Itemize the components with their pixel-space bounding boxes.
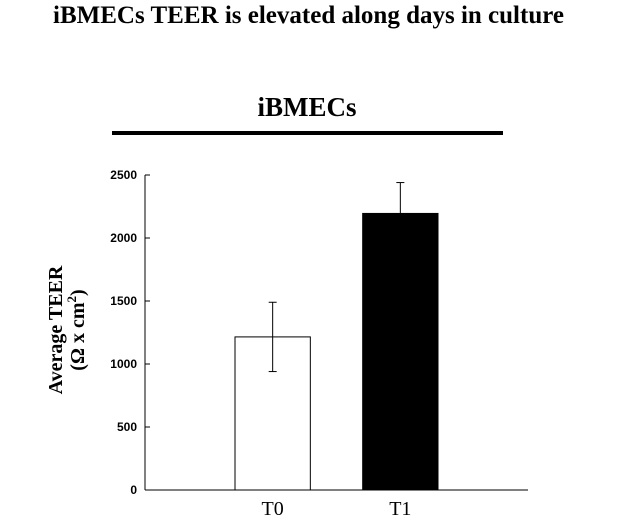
y-axis-label-line2: (Ω x cm2) [64, 289, 89, 370]
axes: 0 500 1000 1500 2000 2500 T0 T1 [110, 168, 528, 520]
x-tick-label: T1 [389, 498, 411, 520]
y-tick-label: 2500 [110, 168, 137, 182]
y-tick-label: 1000 [110, 357, 137, 371]
y-tick-label: 500 [117, 420, 137, 434]
bars [234, 182, 439, 491]
title-underline [112, 131, 503, 135]
chart-subtitle: iBMECs [257, 92, 357, 122]
x-tick-label: T0 [262, 498, 284, 520]
y-tick-label: 2000 [110, 231, 137, 245]
bar-t1 [362, 212, 439, 491]
y-axis-label-line1: Average TEER [45, 265, 67, 394]
figure-title: iBMECs TEER is elevated along days in cu… [53, 2, 564, 29]
y-tick-label: 0 [130, 483, 137, 497]
y-axis-label: Average TEER (Ω x cm2) [45, 265, 89, 394]
y-tick-label: 1500 [110, 294, 137, 308]
